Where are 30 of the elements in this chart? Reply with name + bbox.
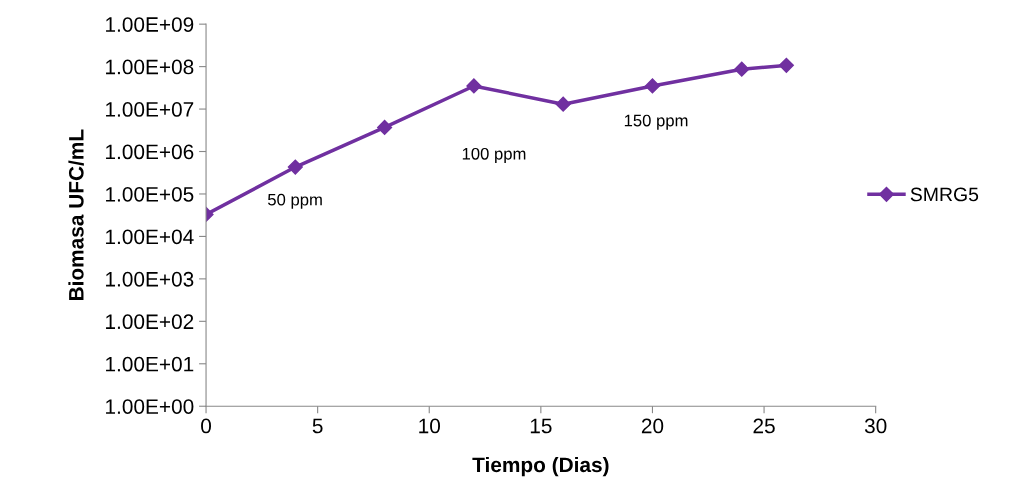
x-axis-title: Tiempo (Dias)	[472, 456, 609, 477]
x-tick-label: 5	[312, 418, 323, 434]
x-tick-label: 30	[864, 418, 887, 434]
point	[287, 159, 303, 175]
y-tick-label: 1.00E+08	[106, 59, 194, 75]
x-tick-label: 15	[530, 418, 552, 434]
point	[734, 61, 750, 77]
annotation: 100 ppm	[462, 147, 526, 163]
x-tick-label: 0	[201, 418, 212, 434]
y-tick-label: 1.00E+00	[106, 399, 194, 414]
point	[555, 96, 571, 112]
point	[466, 78, 482, 94]
point	[778, 57, 794, 73]
legend-label: SMRG5	[910, 187, 979, 202]
y-tick-label: 1.00E+02	[106, 314, 194, 330]
y-axis-title: Biomasa UFC/mL	[68, 129, 84, 301]
y-tick-label: 1.00E+04	[106, 229, 194, 245]
y-tick-label: 1.00E+01	[106, 356, 194, 372]
y-tick-label: 1.00E+09	[106, 17, 194, 32]
y-tick-label: 1.00E+05	[106, 186, 194, 202]
x-tick-label: 20	[641, 418, 664, 434]
point	[644, 78, 661, 94]
x-tick-label: 10	[419, 418, 441, 434]
x-tick-label: 25	[753, 418, 775, 434]
y-tick-label: 1.00E+07	[106, 102, 194, 117]
y-tick-label: 1.00E+06	[106, 144, 194, 160]
annotation: 150 ppm	[624, 114, 688, 130]
point	[377, 119, 393, 135]
y-tick-label: 1.00E+03	[106, 271, 194, 287]
annotation: 50 ppm	[267, 193, 322, 209]
